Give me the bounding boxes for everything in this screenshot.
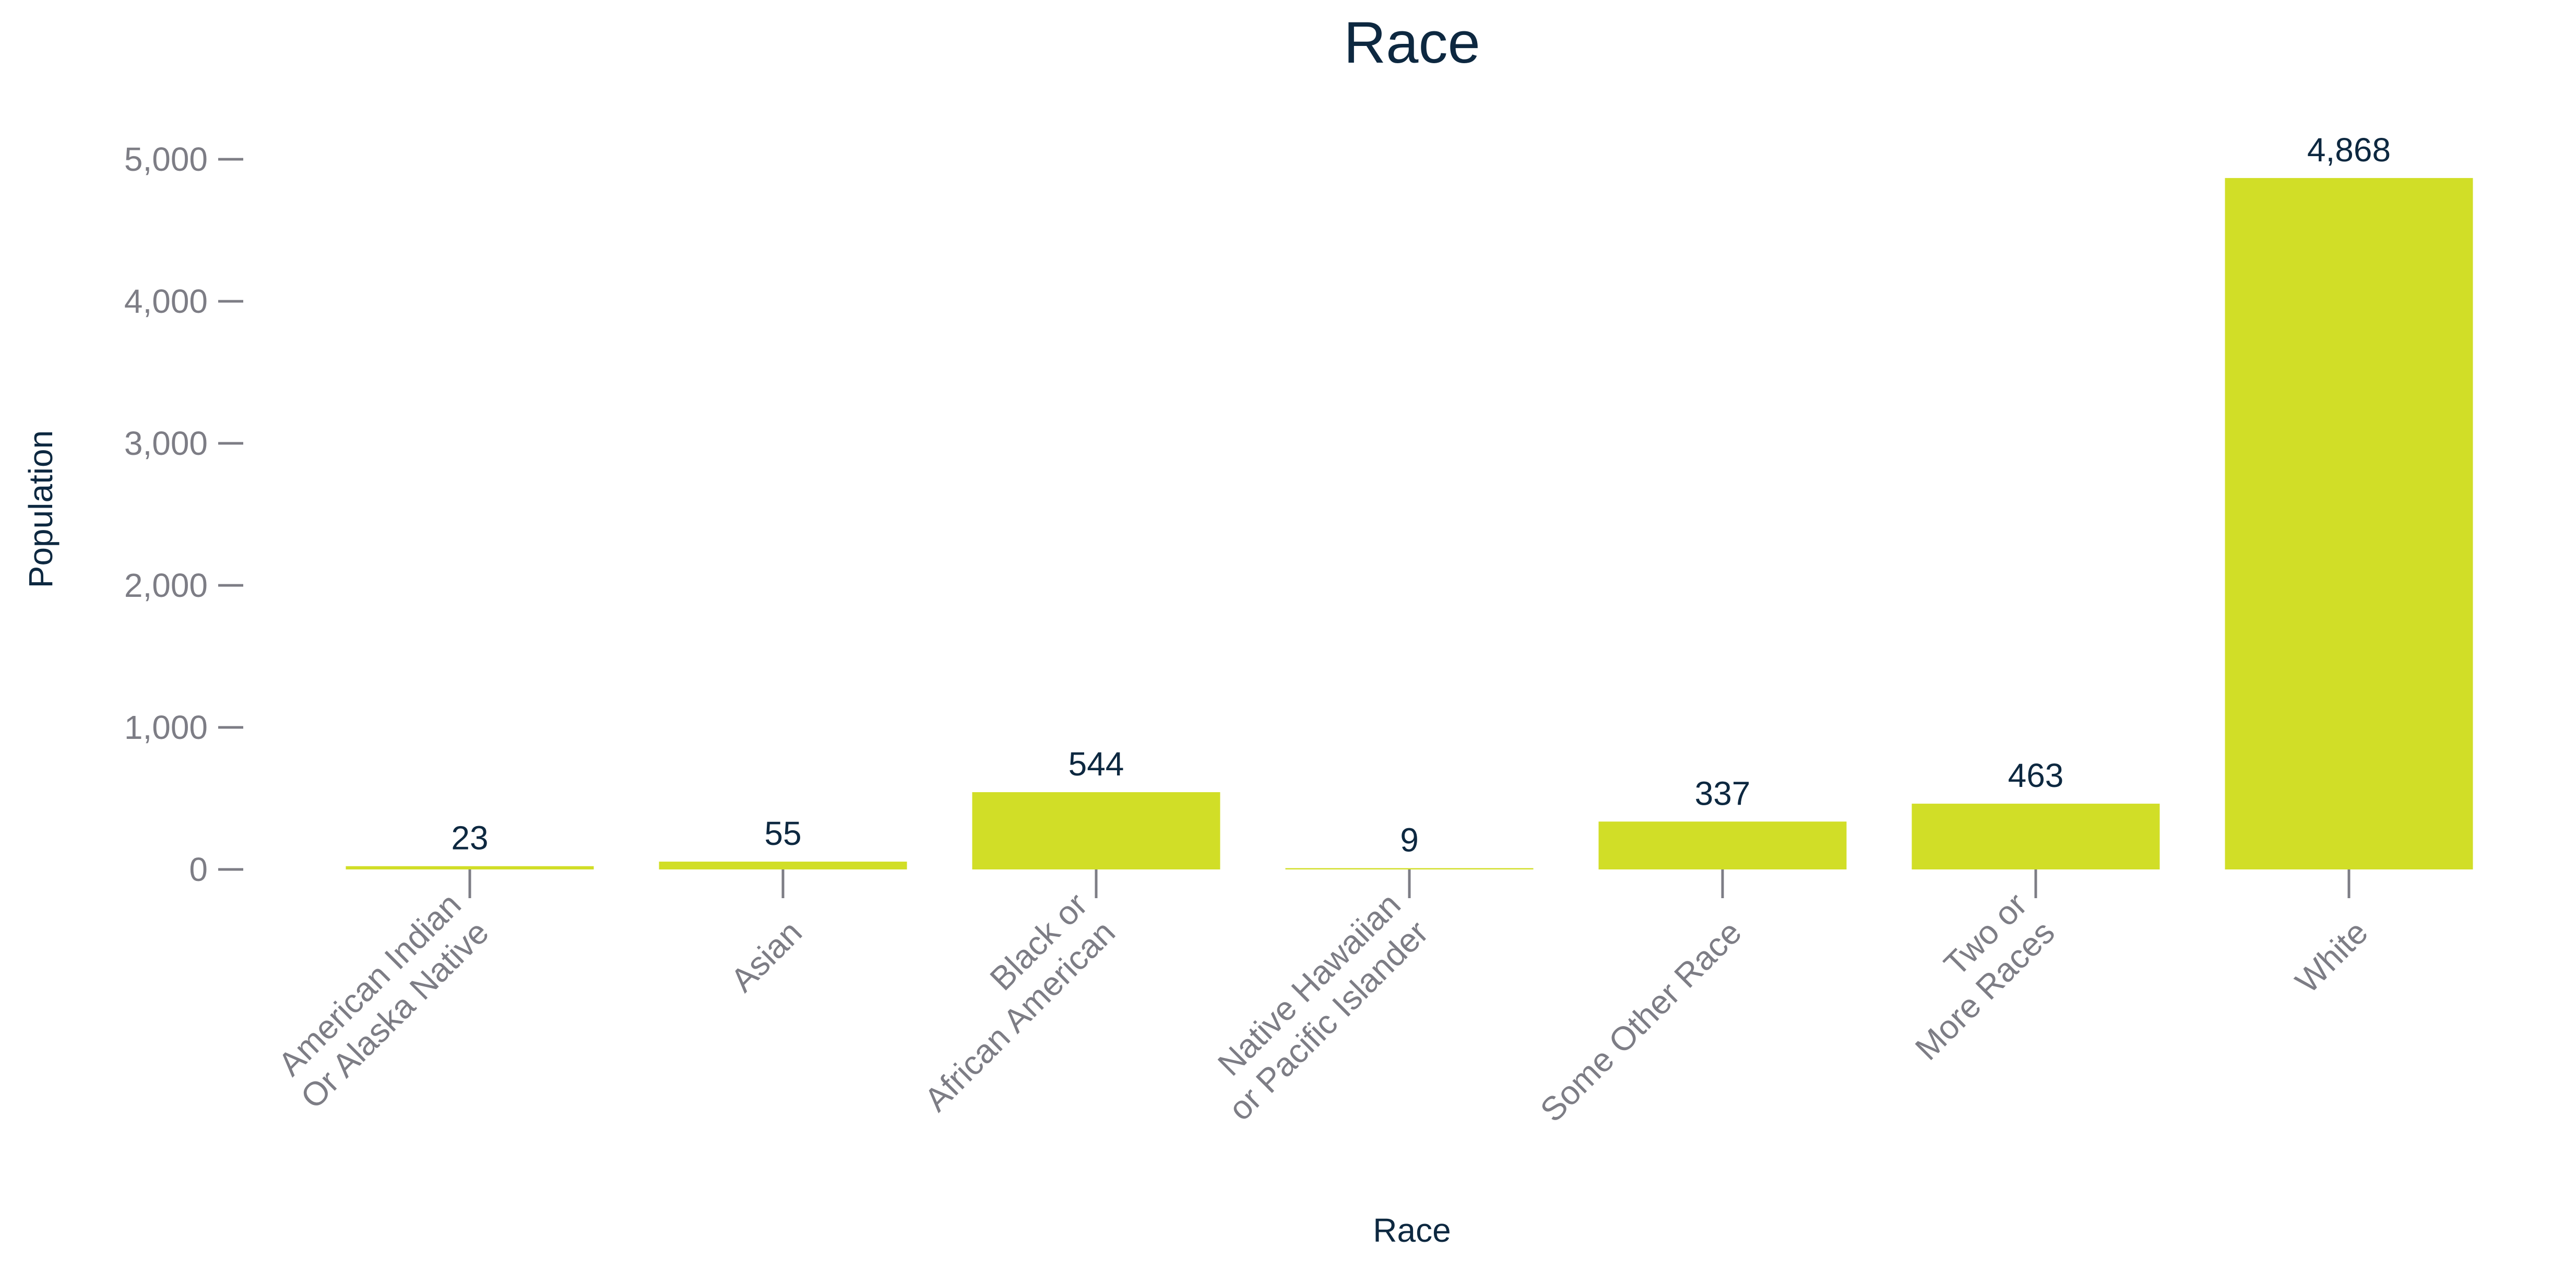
x-axis: American IndianOr Alaska Native Asian Blac… [266,869,2375,1129]
x-tick-label: Two orMore Races [1880,886,2062,1067]
y-tick-label: 4,000 [124,283,208,320]
bar [659,862,907,869]
bars-group: 23 55 544 9 337 463 4,868 [346,131,2473,869]
x-tick-label-line: Some Other Race [1533,913,1749,1129]
bar [972,792,1220,869]
y-tick-label: 0 [189,851,208,888]
x-tick-label: Asian [723,913,809,999]
y-tick-label: 1,000 [124,709,208,746]
y-axis-title: Population [22,430,60,588]
bar [1285,868,1534,869]
bar [2225,178,2473,869]
x-tick-label-line: White [2288,913,2375,1001]
x-tick-label: Native Hawaiianor Pacific Islander [1193,886,1435,1128]
x-tick-label-line: Asian [723,913,809,999]
x-axis-title: Race [1373,1211,1451,1249]
bar [1598,821,1847,869]
y-axis: 0 1,000 2,000 3,000 4,000 5,000 [124,140,243,888]
bar [346,866,594,869]
bar [1912,804,2160,869]
bar-value-label: 337 [1695,774,1751,812]
x-tick-label: White [2288,913,2375,1001]
y-tick-label: 2,000 [124,567,208,604]
bar-value-label: 4,868 [2307,131,2391,169]
x-tick-label: Some Other Race [1533,913,1749,1129]
bar-value-label: 9 [1400,821,1419,859]
bar-value-label: 463 [2008,757,2064,794]
y-tick-label: 5,000 [124,140,208,178]
bar-value-label: 55 [764,815,801,852]
chart-title: Race [1344,10,1480,75]
x-tick-label: Black orAfrican American [889,886,1122,1119]
bar-value-label: 544 [1069,745,1124,783]
y-tick-label: 3,000 [124,425,208,462]
x-tick-label: American IndianOr Alaska Native [266,886,496,1116]
bar-value-label: 23 [451,819,488,857]
